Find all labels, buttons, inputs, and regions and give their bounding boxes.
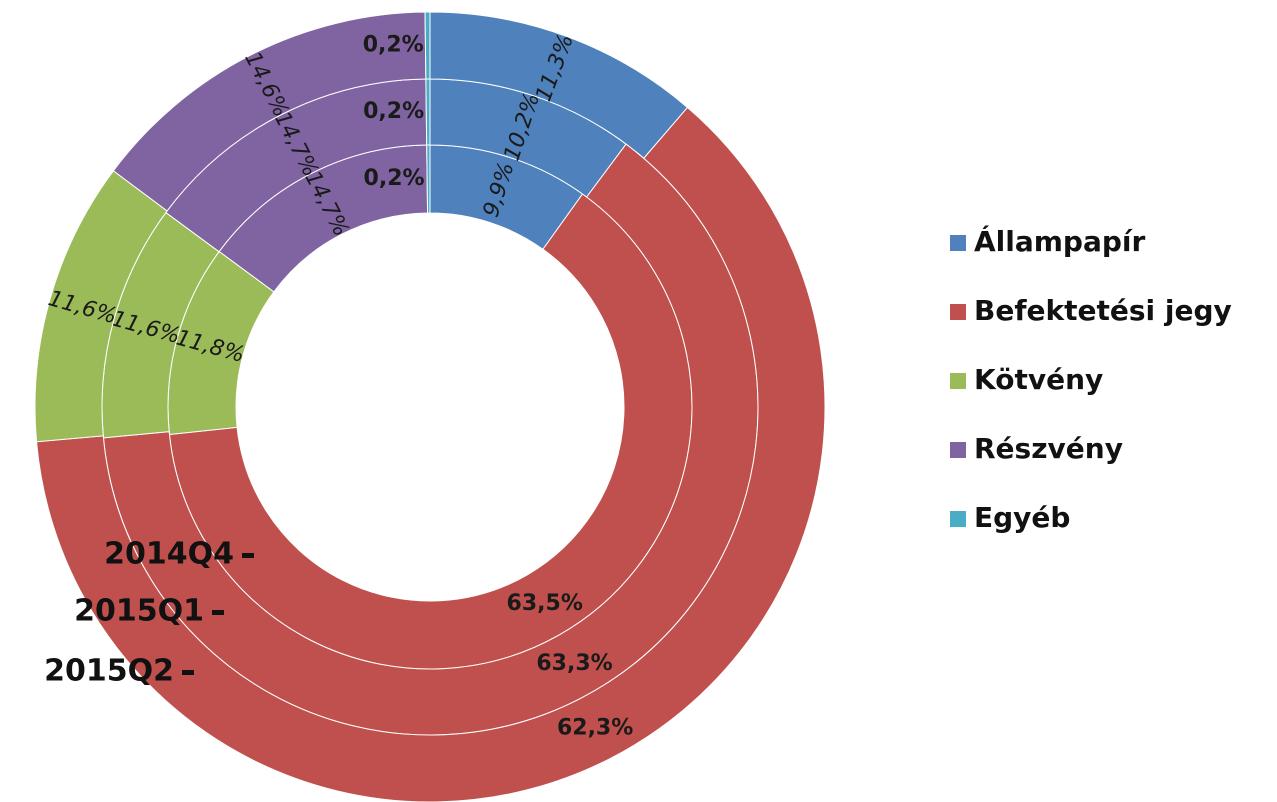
- legend-label: Kötvény: [974, 363, 1103, 396]
- donut-segment: [35, 106, 826, 802]
- ring-label-dash: [212, 610, 224, 615]
- ring-label: 2015Q2: [44, 654, 174, 689]
- data-label: 63,3%: [536, 651, 612, 676]
- ring-label-dash: [182, 670, 194, 675]
- ring-label: 2015Q1: [74, 594, 204, 629]
- legend-label: Állampapír: [974, 224, 1146, 258]
- data-label: 0,2%: [363, 99, 424, 124]
- donut-segment: [426, 144, 431, 214]
- ring-label-dash: [242, 553, 254, 558]
- legend-label: Befektetési jegy: [974, 294, 1232, 327]
- legend-swatch: [950, 304, 966, 320]
- donut-segment: [425, 78, 431, 146]
- legend-swatch: [950, 511, 966, 527]
- legend-swatch: [950, 235, 966, 251]
- legend-label: Részvény: [974, 432, 1123, 465]
- legend-swatch: [950, 373, 966, 389]
- donut-segment: [424, 11, 431, 80]
- ring-label: 2014Q4: [104, 537, 234, 572]
- data-label: 63,5%: [507, 591, 583, 616]
- legend-swatch: [950, 442, 966, 458]
- data-label: 0,2%: [363, 33, 424, 58]
- legend-label: Egyéb: [974, 501, 1070, 534]
- data-label: 0,2%: [364, 166, 425, 191]
- data-label: 62,3%: [557, 716, 633, 741]
